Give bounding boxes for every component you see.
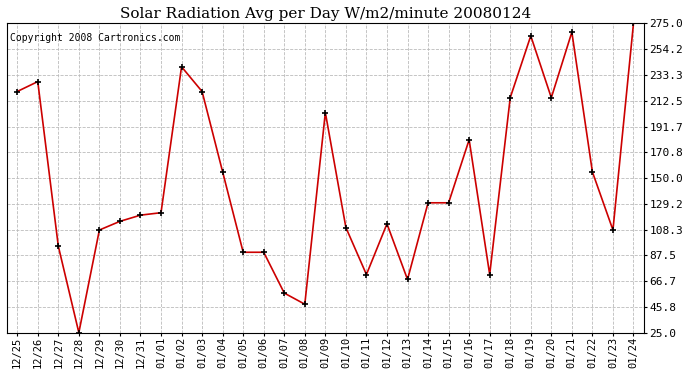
Title: Solar Radiation Avg per Day W/m2/minute 20080124: Solar Radiation Avg per Day W/m2/minute …: [120, 7, 531, 21]
Text: Copyright 2008 Cartronics.com: Copyright 2008 Cartronics.com: [10, 33, 181, 43]
